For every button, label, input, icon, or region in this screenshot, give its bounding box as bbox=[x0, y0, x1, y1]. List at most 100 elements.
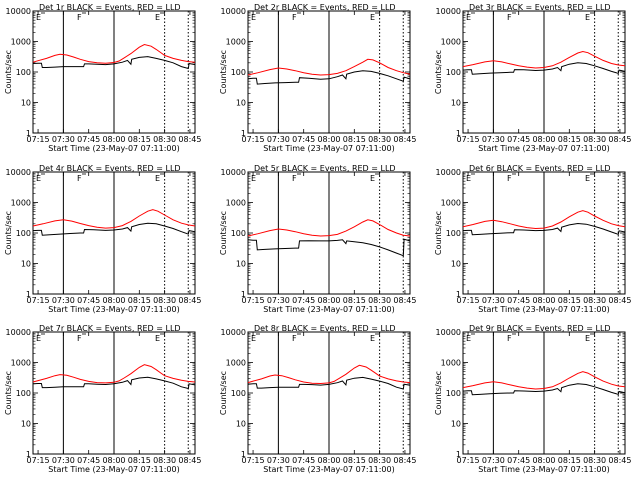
x-axis-label: Start Time (23-May-07 07:11:00) bbox=[48, 305, 179, 314]
y-tick-label: 100 bbox=[446, 229, 461, 238]
x-tick-label: 08:00 bbox=[317, 296, 340, 305]
x-tick-label: 07:15 bbox=[457, 135, 480, 144]
x-tick-label: 08:15 bbox=[343, 456, 366, 465]
x-tick-label: 07:30 bbox=[267, 296, 290, 305]
flag-label: F bbox=[77, 174, 82, 183]
x-tick-label: 07:30 bbox=[267, 456, 290, 465]
y-tick-label: 10000 bbox=[436, 328, 461, 337]
y-tick-label: 100 bbox=[446, 389, 461, 398]
series-line-red bbox=[462, 50, 626, 69]
x-tick-label: 08:00 bbox=[532, 135, 555, 144]
panel-title: Det 2r BLACK = Events, RED = LLD bbox=[254, 3, 396, 12]
flag-label: F bbox=[77, 334, 82, 343]
x-tick-label: 07:30 bbox=[482, 456, 505, 465]
panel-title: Det 7r BLACK = Events, RED = LLD bbox=[39, 324, 181, 333]
x-tick-label: 07:15 bbox=[27, 296, 50, 305]
y-tick-label: 1 bbox=[26, 129, 31, 138]
y-tick-label: 1000 bbox=[441, 38, 461, 47]
x-tick-label: 08:45 bbox=[393, 296, 416, 305]
x-axis-label: Start Time (23-May-07 07:11:00) bbox=[478, 305, 609, 314]
y-tick-label: 10 bbox=[236, 260, 246, 269]
y-tick-label: 10 bbox=[451, 99, 461, 108]
x-tick-label: 08:00 bbox=[102, 456, 125, 465]
series-line-red bbox=[247, 219, 411, 237]
series-line-red bbox=[32, 43, 196, 64]
x-tick-label: 08:45 bbox=[178, 296, 201, 305]
x-tick-label: 08:00 bbox=[532, 296, 555, 305]
x-tick-label: 08:45 bbox=[608, 456, 631, 465]
flag-label: E bbox=[370, 13, 375, 22]
flag-label: F bbox=[507, 13, 512, 22]
x-axis-label: Start Time (23-May-07 07:11:00) bbox=[48, 465, 179, 474]
y-axis-label: Counts/sec bbox=[434, 211, 443, 255]
flag-label: E bbox=[466, 174, 471, 183]
x-tick-label: 07:30 bbox=[52, 296, 75, 305]
y-tick-label: 10 bbox=[451, 420, 461, 429]
x-tick-label: 07:30 bbox=[52, 135, 75, 144]
x-tick-label: 08:30 bbox=[368, 456, 391, 465]
x-tick-label: 08:30 bbox=[368, 135, 391, 144]
flag-label: E bbox=[466, 334, 471, 343]
x-tick-label: 07:45 bbox=[507, 456, 530, 465]
x-tick-label: 08:45 bbox=[608, 296, 631, 305]
x-tick-label: 07:45 bbox=[292, 456, 315, 465]
x-axis-label: Start Time (23-May-07 07:11:00) bbox=[478, 465, 609, 474]
flag-label: E bbox=[36, 174, 41, 183]
x-tick-label: 08:30 bbox=[583, 456, 606, 465]
panel-title: Det 5r BLACK = Events, RED = LLD bbox=[254, 164, 396, 173]
x-tick-label: 07:45 bbox=[292, 296, 315, 305]
flag-label: F bbox=[507, 334, 512, 343]
panel-title: Det 8r BLACK = Events, RED = LLD bbox=[254, 324, 396, 333]
y-tick-label: 10 bbox=[236, 99, 246, 108]
series-line-red bbox=[32, 364, 196, 384]
y-tick-label: 1 bbox=[456, 290, 461, 299]
flag-label: E bbox=[155, 13, 160, 22]
x-tick-label: 07:45 bbox=[292, 135, 315, 144]
y-tick-label: 1 bbox=[241, 450, 246, 459]
y-tick-label: 1 bbox=[241, 290, 246, 299]
y-tick-label: 1000 bbox=[226, 359, 246, 368]
y-tick-label: 100 bbox=[16, 229, 31, 238]
flag-label: E bbox=[36, 13, 41, 22]
series-line-red bbox=[462, 371, 626, 390]
flag-label: E bbox=[585, 13, 590, 22]
y-tick-label: 10 bbox=[451, 260, 461, 269]
x-tick-label: 07:45 bbox=[77, 296, 100, 305]
y-tick-label: 10000 bbox=[221, 7, 246, 16]
flag-label: F bbox=[77, 13, 82, 22]
x-tick-label: 08:15 bbox=[343, 135, 366, 144]
series-line-black bbox=[247, 376, 411, 390]
x-tick-label: 08:30 bbox=[153, 135, 176, 144]
x-tick-label: 08:45 bbox=[608, 135, 631, 144]
series-line-red bbox=[32, 209, 196, 229]
series-line-black bbox=[32, 222, 196, 236]
x-tick-label: 08:30 bbox=[153, 296, 176, 305]
series-line-black bbox=[32, 376, 196, 390]
flag-label: E bbox=[251, 334, 256, 343]
x-tick-label: 08:15 bbox=[558, 296, 581, 305]
y-tick-label: 100 bbox=[16, 68, 31, 77]
y-axis-label: Counts/sec bbox=[219, 371, 228, 415]
x-tick-label: 07:45 bbox=[507, 135, 530, 144]
flag-label: E bbox=[585, 174, 590, 183]
x-tick-label: 08:00 bbox=[317, 135, 340, 144]
y-tick-label: 10 bbox=[236, 420, 246, 429]
y-tick-label: 1 bbox=[26, 290, 31, 299]
x-tick-label: 08:45 bbox=[393, 456, 416, 465]
flag-label: E bbox=[251, 174, 256, 183]
series-line-black bbox=[247, 238, 411, 257]
y-tick-label: 1 bbox=[456, 129, 461, 138]
x-tick-label: 07:15 bbox=[27, 135, 50, 144]
y-tick-label: 1000 bbox=[226, 199, 246, 208]
x-tick-label: 07:45 bbox=[507, 296, 530, 305]
x-tick-label: 08:15 bbox=[128, 135, 151, 144]
x-tick-label: 08:30 bbox=[368, 296, 391, 305]
panel-title: Det 4r BLACK = Events, RED = LLD bbox=[39, 164, 181, 173]
y-tick-label: 10000 bbox=[436, 7, 461, 16]
